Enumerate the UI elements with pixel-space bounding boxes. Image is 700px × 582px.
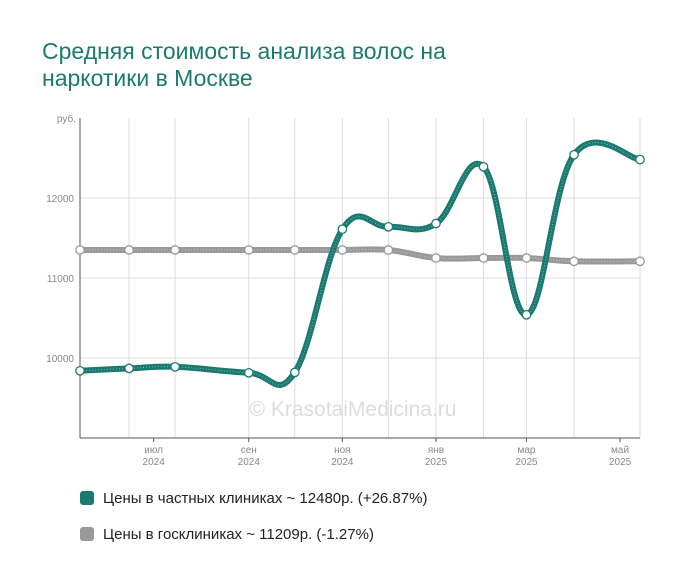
data-point-public: [170, 245, 180, 255]
data-point-public: [383, 245, 394, 255]
data-point-private: [478, 161, 489, 172]
data-point-private: [383, 221, 394, 232]
data-point-private: [569, 149, 579, 160]
data-point-private: [170, 361, 180, 372]
legend-item-public[interactable]: Цены в госклиниках ~ 11209р. (-1.27%): [80, 524, 427, 544]
legend-label-public: Цены в госклиниках ~ 11209р. (-1.27%): [103, 525, 374, 543]
series-line-highlight-private: [79, 142, 641, 386]
y-tick-label: 11000: [47, 274, 75, 285]
x-tick-month: сен: [241, 445, 257, 456]
data-point-public: [569, 256, 579, 267]
legend: Цены в частных клиниках ~ 12480р. (+26.8…: [80, 488, 427, 560]
legend-item-private[interactable]: Цены в частных клиниках ~ 12480р. (+26.8…: [80, 488, 427, 508]
legend-swatch-private: [80, 491, 94, 505]
series-line-private: [77, 139, 643, 388]
data-point-public: [478, 253, 489, 263]
data-point-private: [75, 365, 85, 376]
data-point-private: [521, 309, 532, 320]
series-line-public: [77, 246, 643, 265]
data-point-private: [431, 218, 441, 229]
legend-label-private: Цены в частных клиниках ~ 12480р. (+26.8…: [103, 489, 428, 507]
chart: © KrasotaiMedicina.ru руб. 10000 11000 1200…: [46, 113, 645, 468]
x-tick-year: 2025: [425, 457, 448, 468]
data-point-private: [124, 363, 134, 374]
data-point-private: [243, 367, 254, 378]
data-point-private: [635, 154, 645, 165]
series-layer: [77, 139, 643, 388]
grid: [79, 118, 641, 438]
legend-swatch-public: [80, 527, 94, 541]
watermark: © KrasotaiMedicina.ru: [250, 398, 457, 421]
y-unit-label: руб.: [57, 113, 76, 125]
data-point-private: [337, 224, 348, 235]
data-point-public: [75, 245, 85, 255]
data-point-public: [337, 245, 348, 255]
data-point-public: [124, 245, 134, 255]
x-tick-year: 2024: [143, 457, 166, 468]
y-tick-label: 12000: [46, 194, 74, 205]
x-tick-month: ноя: [334, 445, 351, 456]
x-tick-year: 2025: [515, 457, 538, 468]
chart-title: Средняя стоимость анализа волос на нарко…: [42, 38, 446, 91]
x-tick-month: мар: [517, 445, 535, 456]
data-point-public: [431, 253, 441, 263]
data-point-private: [289, 367, 300, 378]
data-point-public: [521, 253, 532, 263]
x-tick-month: май: [611, 445, 629, 456]
data-point-public: [289, 245, 300, 255]
axes: руб.100001100012000июл2024сен2024ноя2024…: [46, 113, 640, 468]
series-line-highlight-public: [79, 248, 641, 263]
x-tick-year: 2024: [331, 457, 354, 468]
y-tick-label: 10000: [46, 354, 74, 365]
points-layer: [75, 149, 645, 378]
data-point-public: [243, 245, 254, 255]
x-tick-month: июл: [144, 445, 163, 456]
data-point-public: [635, 256, 645, 267]
x-tick-year: 2025: [609, 457, 632, 468]
x-tick-year: 2024: [238, 457, 261, 468]
x-tick-month: янв: [428, 445, 444, 456]
